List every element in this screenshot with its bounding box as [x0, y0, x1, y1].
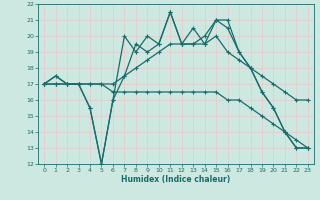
X-axis label: Humidex (Indice chaleur): Humidex (Indice chaleur)	[121, 175, 231, 184]
